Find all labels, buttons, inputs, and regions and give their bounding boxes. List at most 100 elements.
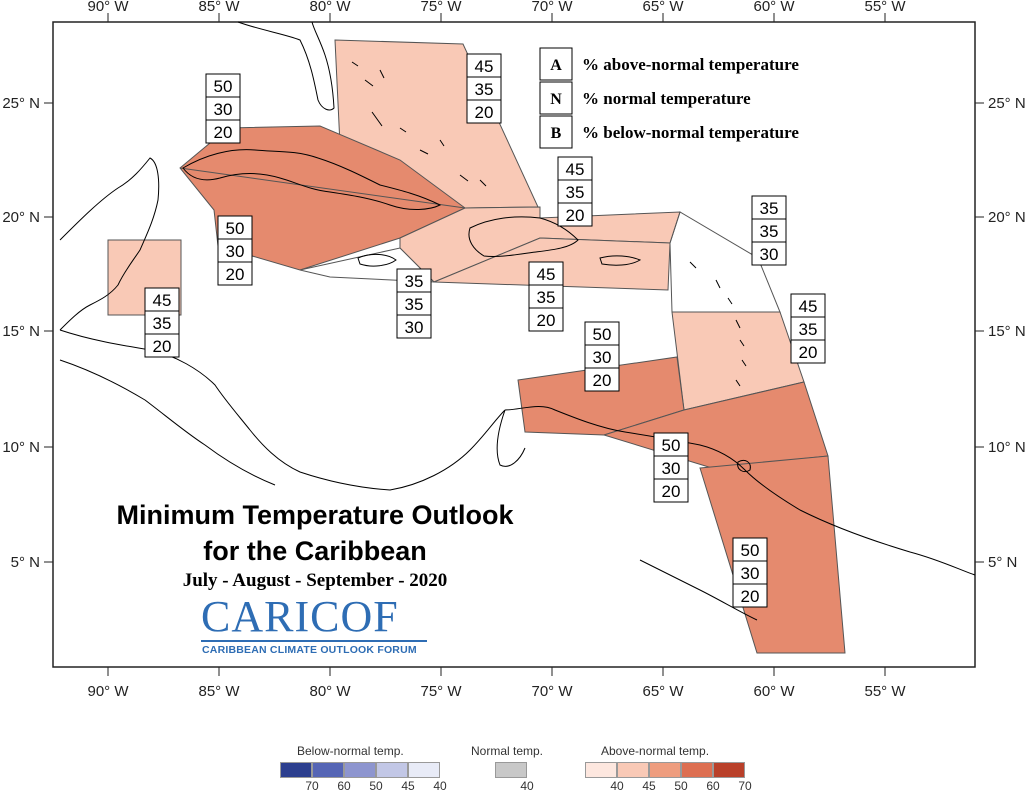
probability-cell — [653, 478, 689, 503]
legend-letter: B — [551, 125, 562, 142]
below-normal-pct: 20 — [537, 311, 556, 330]
colorbar-swatch — [344, 762, 376, 778]
above-normal-pct: 50 — [741, 541, 760, 560]
colorbar-swatch — [649, 762, 681, 778]
below-normal-pct: 30 — [760, 245, 779, 264]
probability-box-windward: 45 35 20 — [790, 293, 826, 364]
probability-box-bahamas: 45 35 20 — [466, 53, 502, 124]
above-normal-pct: 45 — [799, 297, 818, 316]
central-america-pacific — [59, 359, 276, 486]
probability-box-puerto-rico: 45 35 20 — [528, 261, 564, 332]
lon-label: 55° W — [864, 0, 906, 15]
colorbar-swatch — [617, 762, 649, 778]
above-normal-pct: 45 — [566, 160, 585, 179]
colorbar-tick: 70 — [738, 779, 752, 793]
lon-label: 85° W — [198, 0, 240, 15]
colorbar-swatch — [681, 762, 713, 778]
normal-pct: 35 — [475, 80, 494, 99]
below-normal-pct: 30 — [405, 318, 424, 337]
lon-label: 70° W — [531, 683, 573, 700]
probability-box-cuba: 50 30 20 — [217, 215, 253, 286]
below-normal-pct: 20 — [214, 123, 233, 142]
legend-label: % above-normal temperature — [582, 55, 799, 74]
colorbar-below-title: Below-normal temp. — [297, 744, 404, 758]
colorbar-swatch — [408, 762, 440, 778]
longitude-ticks — [107, 13, 886, 676]
normal-pct: 35 — [760, 222, 779, 241]
probability-box-guianas: 50 30 20 — [732, 537, 768, 608]
probability-cell — [557, 202, 593, 227]
lat-label: 25° N — [988, 95, 1026, 112]
legend-label: % below-normal temperature — [582, 123, 799, 142]
season-subtitle: July - August - September - 2020 — [182, 570, 448, 591]
lat-label: 25° N — [2, 95, 40, 112]
venezuela-interior — [496, 409, 758, 621]
region-northern-leeward — [669, 211, 781, 313]
normal-pct: 35 — [566, 183, 585, 202]
probability-boxes: 4535205030204535204535203535304535203535… — [144, 53, 826, 608]
normal-pct: 35 — [153, 314, 172, 333]
lat-label: 5° N — [11, 554, 40, 571]
puerto-rico-coast — [599, 255, 642, 266]
colorbar-tick: 45 — [642, 779, 656, 793]
colorbar-tick: 60 — [337, 779, 351, 793]
latitude-ticks — [44, 102, 984, 563]
normal-pct: 35 — [799, 320, 818, 339]
colorbar-swatch — [280, 762, 312, 778]
probability-cell — [732, 583, 768, 608]
colorbar-tick: 70 — [305, 779, 319, 793]
lat-label: 5° N — [988, 554, 1017, 571]
probability-cell — [751, 241, 787, 266]
lesser-antilles — [689, 261, 747, 387]
above-normal-pct: 45 — [153, 291, 172, 310]
lon-label: 65° W — [642, 0, 684, 15]
normal-pct: 35 — [405, 295, 424, 314]
jamaica-coast — [357, 253, 397, 267]
colorbar-normal-title: Normal temp. — [471, 744, 544, 758]
lon-label: 90° W — [87, 0, 129, 15]
probability-box-cuba: 50 30 20 — [205, 73, 241, 144]
below-normal-pct: 20 — [153, 337, 172, 356]
normal-pct: 30 — [662, 459, 681, 478]
colorbar-swatch — [312, 762, 344, 778]
below-normal-pct: 20 — [799, 343, 818, 362]
above-normal-pct: 50 — [226, 219, 245, 238]
latitude-labels-right: 25° N 20° N 15° N 10° N 5° N — [988, 95, 1026, 571]
colorbar-tick: 40 — [520, 779, 534, 793]
below-normal-pct: 20 — [226, 265, 245, 284]
probability-cell — [205, 119, 241, 144]
normal-pct: 35 — [537, 288, 556, 307]
lat-label: 20° N — [2, 209, 40, 226]
probability-cell — [790, 339, 826, 364]
probability-box-northern-leeward: 35 35 30 — [751, 195, 787, 266]
lon-label: 65° W — [642, 683, 684, 700]
probability-box-hispaniola: 45 35 20 — [557, 156, 593, 227]
normal-pct: 30 — [593, 348, 612, 367]
bahamas-islands — [351, 61, 487, 187]
lon-label: 75° W — [420, 0, 462, 15]
trinidad-coast — [737, 459, 751, 473]
above-normal-pct: 35 — [760, 199, 779, 218]
map-title-line2: for the Caribbean — [203, 536, 427, 566]
legend-label: % normal temperature — [582, 89, 751, 108]
map-frame — [52, 21, 976, 668]
above-normal-pct: 50 — [662, 436, 681, 455]
lon-label: 80° W — [309, 683, 351, 700]
below-normal-pct: 20 — [475, 103, 494, 122]
lat-label: 15° N — [2, 323, 40, 340]
probability-cell — [584, 367, 620, 392]
lat-label: 10° N — [2, 439, 40, 456]
lon-label: 60° W — [753, 683, 795, 700]
above-normal-pct: 35 — [405, 272, 424, 291]
lon-label: 85° W — [198, 683, 240, 700]
legend-letter-box — [539, 81, 573, 115]
florida-coast — [237, 21, 335, 111]
longitude-labels-bottom: 90° W 85° W 80° W 75° W 70° W 65° W 60° … — [87, 683, 906, 700]
legend: A N B % above-normal temperature % norma… — [539, 47, 799, 149]
map-title: Minimum Temperature Outlook — [116, 500, 514, 530]
below-normal-pct: 20 — [593, 371, 612, 390]
probability-cell — [528, 307, 564, 332]
latitude-labels-left: 25° N 20° N 15° N 10° N 5° N — [2, 95, 40, 571]
probability-box-abc-islands: 50 30 20 — [584, 321, 620, 392]
lon-label: 60° W — [753, 0, 795, 15]
